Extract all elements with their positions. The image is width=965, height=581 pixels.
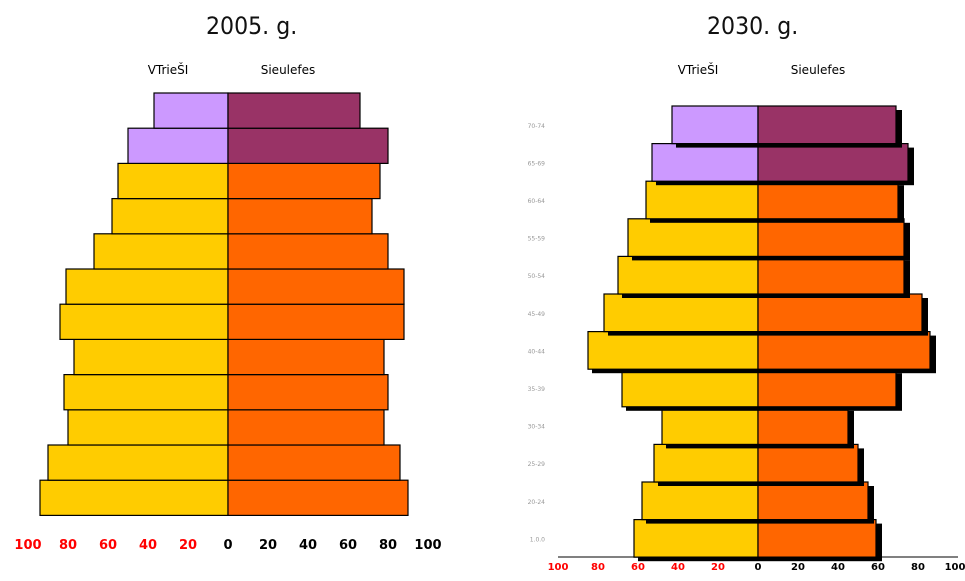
bar-left (645, 180, 759, 220)
x-tick-left: 40 (139, 538, 157, 553)
x-tick-left: 60 (631, 562, 645, 573)
bar-right (227, 479, 409, 517)
bar-left (661, 406, 759, 445)
x-tick-left: 60 (99, 538, 117, 553)
bar-right (757, 180, 899, 220)
category-label: 20-24 (528, 499, 546, 506)
bar-left (117, 162, 229, 200)
bar-left (65, 268, 229, 305)
bar-left (671, 105, 759, 145)
bar-right (757, 143, 909, 182)
category-label: 50-54 (528, 273, 546, 280)
bar-right (757, 105, 897, 145)
bar-right (757, 481, 869, 521)
bar-left (621, 368, 759, 408)
category-label: 60-64 (528, 198, 546, 205)
bar-left (93, 233, 229, 270)
category-label: 65-69 (528, 160, 546, 167)
bar-right (757, 406, 849, 445)
x-tick-right: 20 (791, 562, 805, 573)
bar-right (227, 303, 405, 341)
x-tick-left: 80 (59, 538, 77, 553)
x-tick-right: 0 (755, 562, 762, 573)
bar-left (67, 409, 229, 446)
bar-left (587, 331, 759, 370)
x-tick-right: 60 (871, 562, 885, 573)
bar-right (227, 268, 405, 305)
pyramid-left-label: VTrieŠI (678, 62, 719, 77)
bar-right (227, 162, 381, 200)
category-label: 40-44 (528, 348, 546, 355)
bar-right (757, 255, 905, 295)
bar-right (227, 233, 389, 270)
x-tick-left: 40 (671, 562, 685, 573)
category-label: 30-34 (528, 424, 546, 431)
bar-right (757, 518, 877, 558)
x-tick-left: 100 (548, 562, 569, 573)
bar-right (227, 374, 389, 411)
bar-right (227, 198, 373, 235)
bar-left (603, 293, 759, 333)
x-tick-right: 100 (414, 538, 441, 553)
x-tick-right: 40 (831, 562, 845, 573)
x-tick-right: 0 (223, 538, 232, 553)
bar-right (757, 443, 859, 483)
x-tick-right: 40 (299, 538, 317, 553)
bar-left (651, 143, 759, 182)
bar-left (633, 518, 759, 558)
bar-right (227, 338, 385, 376)
bar-right (757, 368, 897, 408)
pyramid-right-label: Sieulefes (261, 63, 316, 77)
category-label: 1.0.0 (530, 536, 545, 543)
category-label: 45-49 (528, 311, 546, 318)
x-tick-right: 20 (259, 538, 277, 553)
bar-right (227, 444, 401, 481)
category-label: 55-59 (528, 236, 546, 243)
chart-title-2005: 2005. g. (205, 12, 298, 40)
x-tick-left: 20 (179, 538, 197, 553)
x-tick-left: 80 (591, 562, 605, 573)
bar-left (617, 255, 759, 295)
bar-right (227, 409, 385, 446)
bar-left (63, 374, 229, 411)
bar-left (59, 303, 229, 341)
bar-right (227, 127, 389, 164)
bar-left (47, 444, 229, 481)
pyramid-left-label: VTrieŠI (148, 62, 189, 77)
x-tick-right: 80 (379, 538, 397, 553)
bar-right (227, 92, 361, 129)
category-label: 70-74 (528, 123, 546, 130)
category-label: 35-39 (528, 386, 546, 393)
bar-right (757, 293, 923, 333)
bar-left (627, 218, 759, 258)
bar-left (127, 127, 229, 164)
pyramid-right-label: Sieulefes (791, 63, 846, 77)
bar-left (653, 443, 759, 483)
x-tick-right: 80 (911, 562, 925, 573)
bar-right (757, 331, 931, 370)
chart-title-2030: 2030. g. (706, 12, 799, 40)
x-tick-left: 100 (14, 538, 41, 553)
bar-right (757, 218, 905, 258)
bar-left (111, 198, 229, 235)
x-tick-left: 20 (711, 562, 725, 573)
bar-left (73, 338, 229, 376)
bar-left (39, 479, 229, 517)
bar-left (641, 481, 759, 521)
x-tick-right: 100 (945, 562, 965, 573)
x-tick-right: 60 (339, 538, 357, 553)
bar-left (153, 92, 229, 129)
category-label: 25-29 (528, 461, 546, 468)
